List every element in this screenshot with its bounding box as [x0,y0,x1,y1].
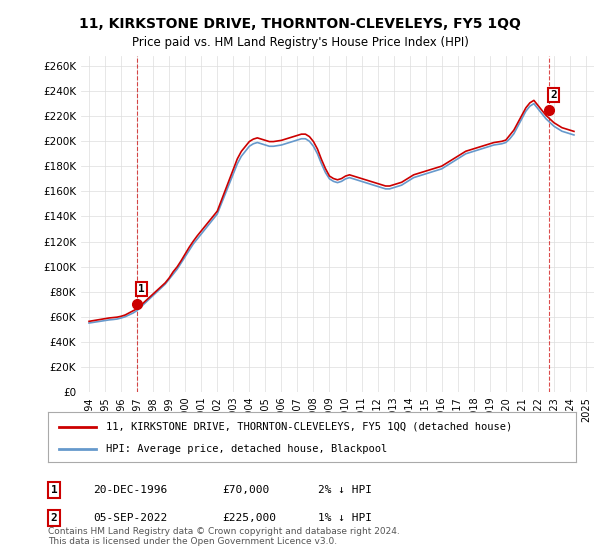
Text: 1% ↓ HPI: 1% ↓ HPI [318,513,372,523]
Text: 11, KIRKSTONE DRIVE, THORNTON-CLEVELEYS, FY5 1QQ: 11, KIRKSTONE DRIVE, THORNTON-CLEVELEYS,… [79,17,521,31]
Text: 1: 1 [138,284,145,294]
Text: Price paid vs. HM Land Registry's House Price Index (HPI): Price paid vs. HM Land Registry's House … [131,36,469,49]
Text: 1: 1 [50,485,58,495]
Text: £70,000: £70,000 [222,485,269,495]
Text: 05-SEP-2022: 05-SEP-2022 [93,513,167,523]
Text: 2% ↓ HPI: 2% ↓ HPI [318,485,372,495]
Text: 2: 2 [550,90,557,100]
Text: £225,000: £225,000 [222,513,276,523]
Text: 20-DEC-1996: 20-DEC-1996 [93,485,167,495]
Text: 2: 2 [50,513,58,523]
Text: 11, KIRKSTONE DRIVE, THORNTON-CLEVELEYS, FY5 1QQ (detached house): 11, KIRKSTONE DRIVE, THORNTON-CLEVELEYS,… [106,422,512,432]
Text: Contains HM Land Registry data © Crown copyright and database right 2024.
This d: Contains HM Land Registry data © Crown c… [48,526,400,546]
Text: HPI: Average price, detached house, Blackpool: HPI: Average price, detached house, Blac… [106,445,388,454]
